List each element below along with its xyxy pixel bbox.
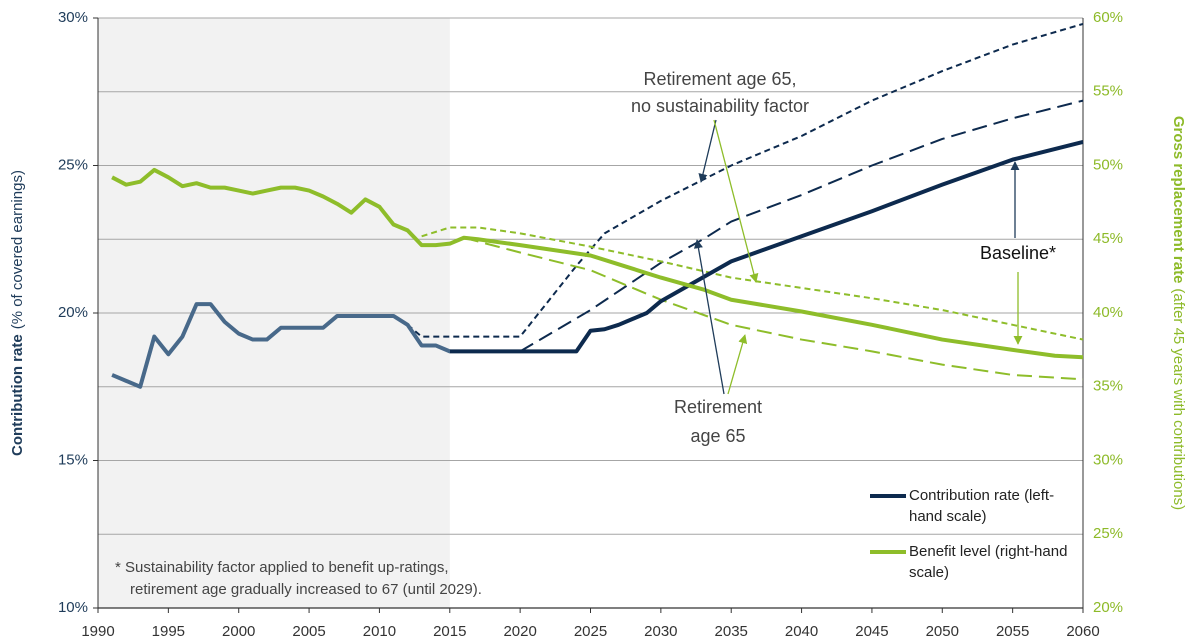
arrow xyxy=(727,334,748,395)
y-tick-label: 10% xyxy=(58,599,88,616)
x-tick-label: 2015 xyxy=(433,623,466,640)
y-axis-label-bold: Contribution rate xyxy=(9,334,26,456)
y2-tick-label: 35% xyxy=(1093,378,1123,395)
x-tick-label: 2060 xyxy=(1066,623,1099,640)
y-axis-label: Contribution rate (% of covered earnings) xyxy=(9,170,26,456)
y-tick-label: 15% xyxy=(58,451,88,468)
series-line xyxy=(406,22,1084,338)
x-tick-label: 2000 xyxy=(222,623,255,640)
series-line xyxy=(463,236,1084,381)
x-tick-label: 2045 xyxy=(855,623,888,640)
x-tick-label: 2020 xyxy=(503,623,536,640)
x-tick-label: 1990 xyxy=(81,623,114,640)
series-line xyxy=(111,139,1084,389)
annotation: retirement age gradually increased to 67… xyxy=(130,581,482,598)
annotation: Retirement age 65, xyxy=(643,69,796,89)
series-line xyxy=(421,226,1084,341)
y2-tick-label: 25% xyxy=(1093,525,1123,542)
arrow xyxy=(698,119,717,183)
annotation-arrows xyxy=(693,119,1023,395)
y2-tick-label: 55% xyxy=(1093,83,1123,100)
series-line xyxy=(111,167,1084,360)
y-tick-label: 25% xyxy=(58,156,88,173)
annotation: Baseline* xyxy=(980,243,1056,263)
series-line xyxy=(519,99,1084,353)
legend-label: Benefit level (right-hand scale) xyxy=(909,543,1068,581)
annotation: no sustainability factor xyxy=(631,96,809,116)
y2-axis-label: Gross replacement rate (after 45 years wi… xyxy=(1170,116,1187,510)
y-axis-label-rest: (% of covered earnings) xyxy=(9,170,26,329)
x-tick-label: 2055 xyxy=(996,623,1029,640)
arrow xyxy=(713,119,759,283)
x-tick-label: 2025 xyxy=(574,623,607,640)
x-tick-label: 2050 xyxy=(926,623,959,640)
annotation: age 65 xyxy=(690,426,745,446)
annotation: Retirement xyxy=(674,397,762,417)
y2-tick-label: 45% xyxy=(1093,230,1123,247)
y2-tick-label: 20% xyxy=(1093,599,1123,616)
x-tick-label: 2040 xyxy=(785,623,818,640)
y2-tick-label: 40% xyxy=(1093,304,1123,321)
arrow xyxy=(693,239,725,395)
background-layer xyxy=(93,17,1084,613)
legend-label: Contribution rate (left-hand scale) xyxy=(909,487,1055,525)
y2-axis-label-rest: (after 45 years with contributions) xyxy=(1170,288,1187,510)
y-tick-label: 20% xyxy=(58,304,88,321)
x-tick-label: 2030 xyxy=(644,623,677,640)
x-tick-label: 2010 xyxy=(363,623,396,640)
x-tick-label: 1995 xyxy=(152,623,185,640)
lines-layer xyxy=(111,22,1084,389)
x-tick-label: 2035 xyxy=(715,623,748,640)
y2-tick-label: 50% xyxy=(1093,156,1123,173)
annotation: * Sustainability factor applied to benef… xyxy=(115,559,449,576)
y2-tick-label: 60% xyxy=(1093,9,1123,26)
y2-axis-label-bold: Gross replacement rate xyxy=(1170,116,1187,284)
y2-tick-label: 30% xyxy=(1093,451,1123,468)
y-tick-label: 30% xyxy=(58,9,88,26)
x-tick-label: 2005 xyxy=(292,623,325,640)
